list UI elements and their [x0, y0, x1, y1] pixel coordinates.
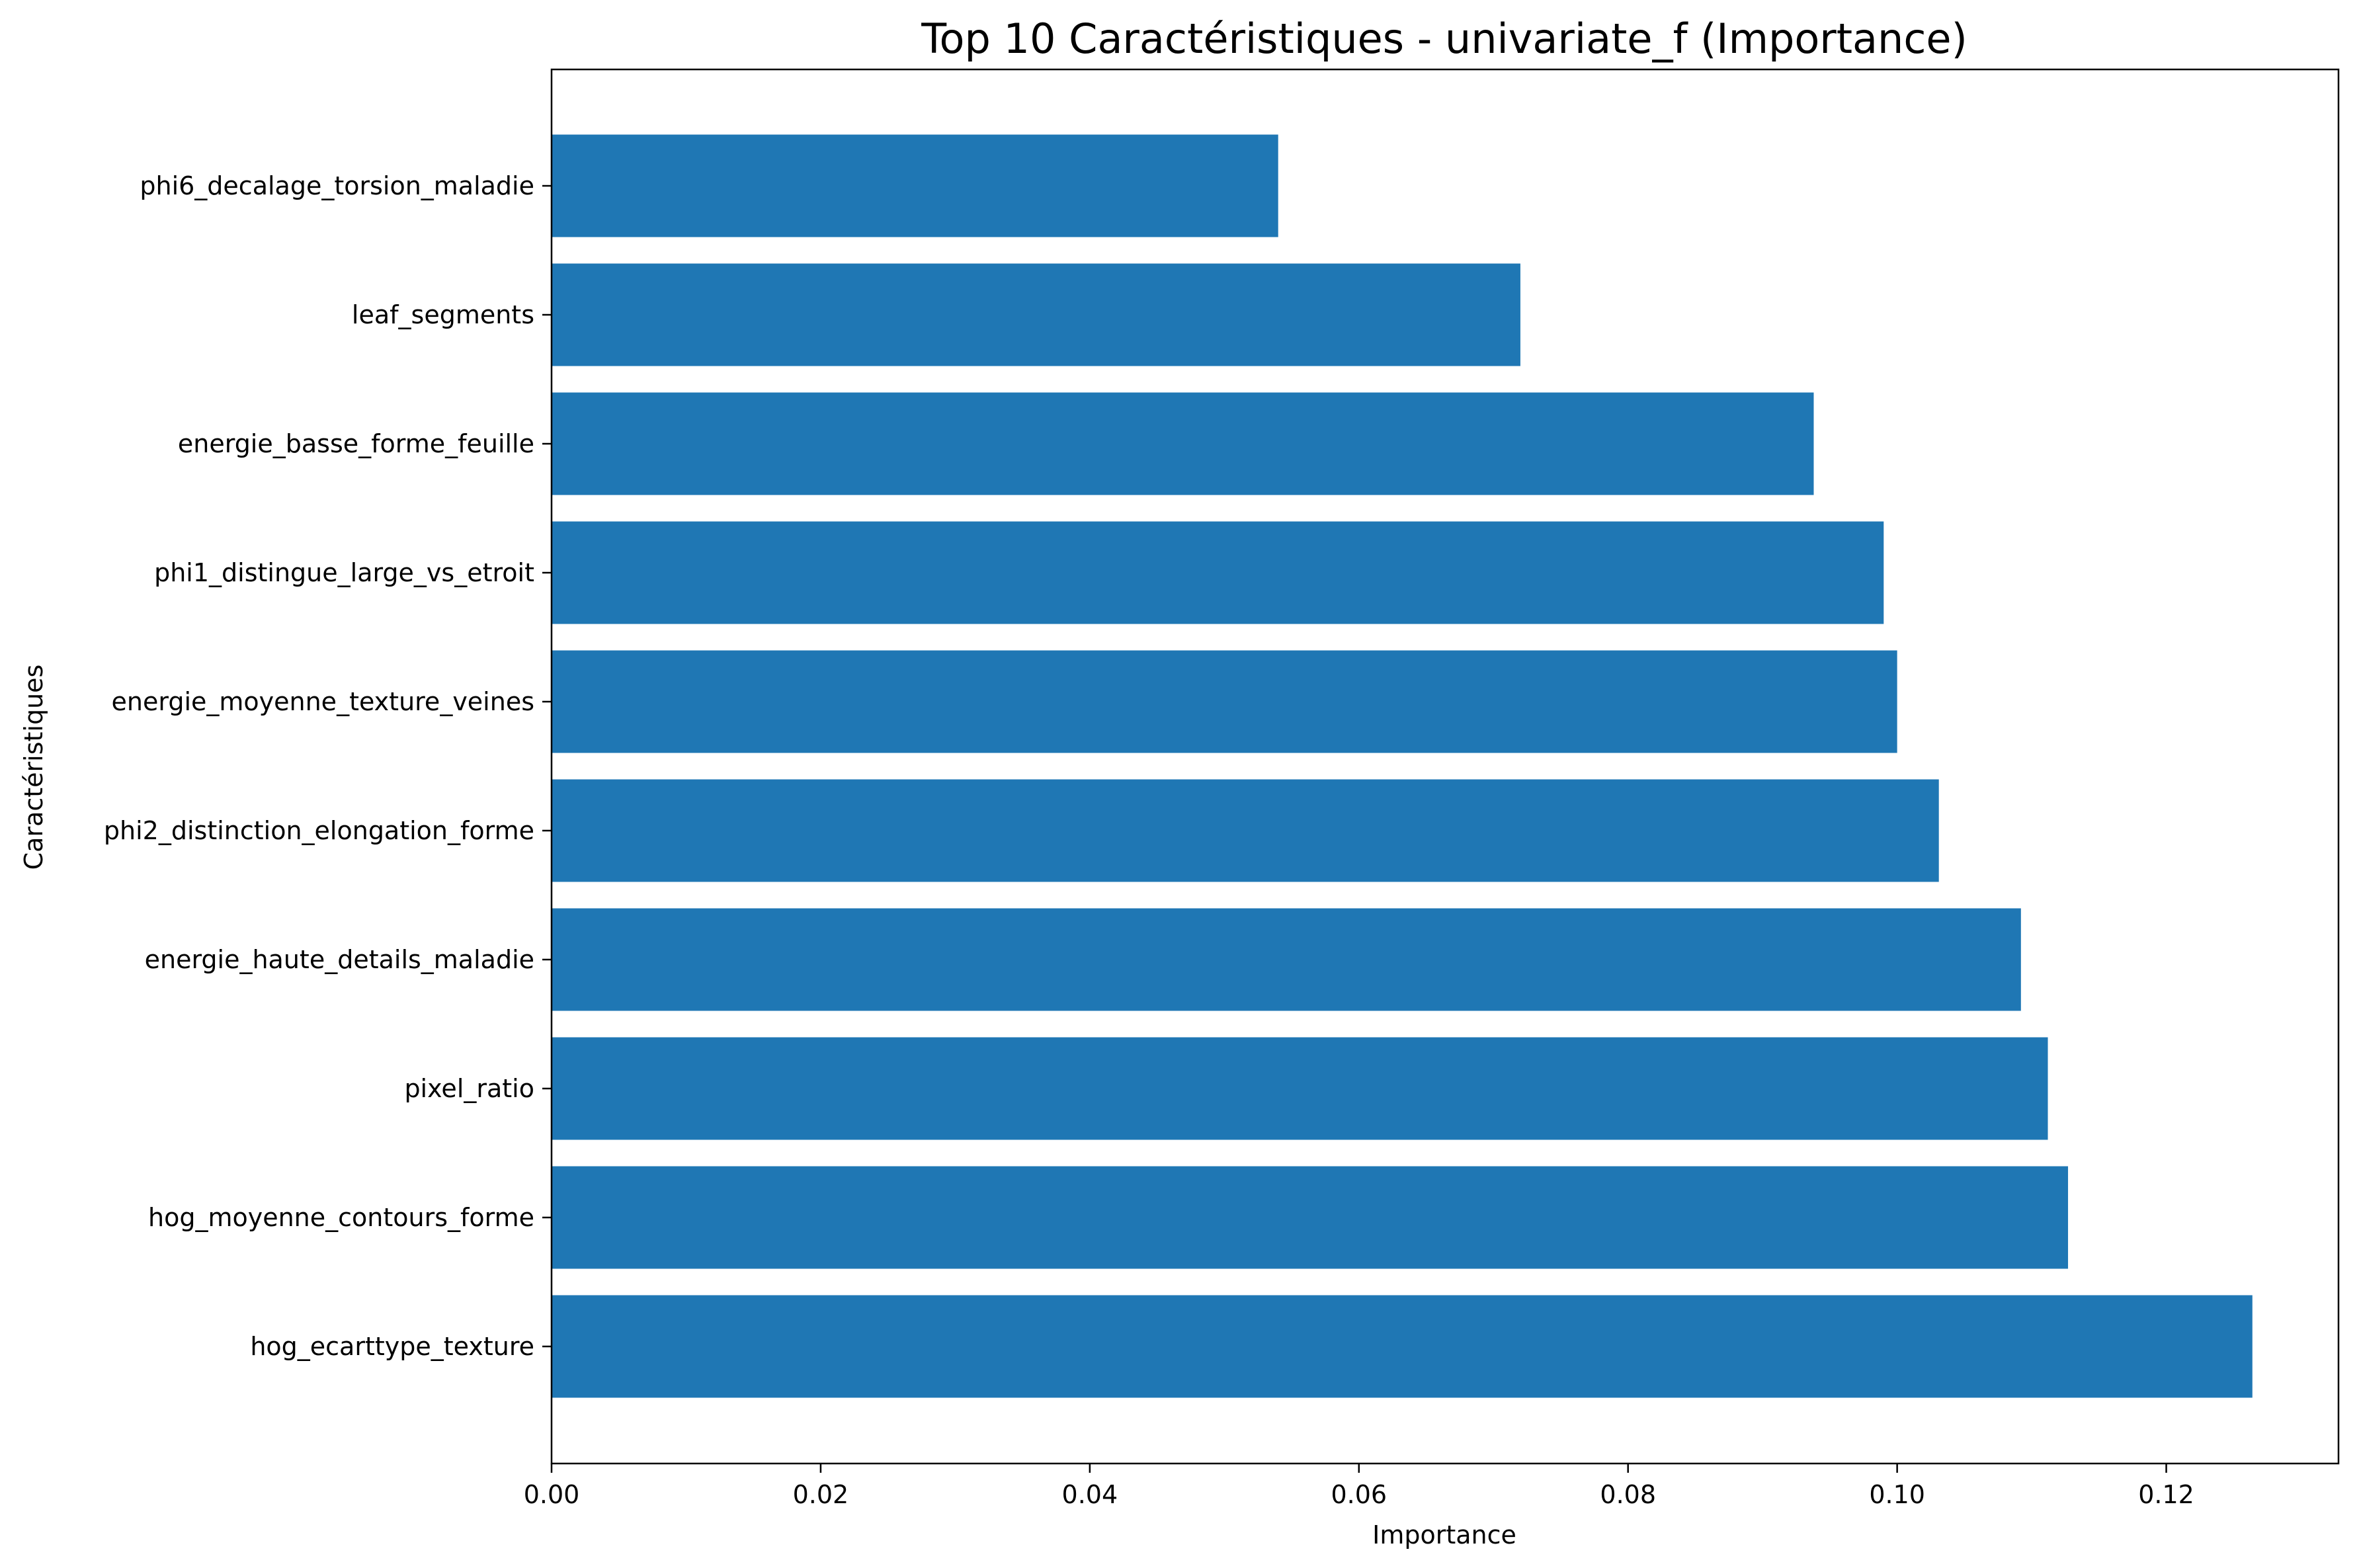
bar-hog-ecarttype-texture — [552, 1295, 2253, 1398]
bar-leaf-segments — [552, 263, 1520, 366]
x-tick-label: 0.04 — [1062, 1480, 1118, 1509]
y-tick-label: phi6_decalage_torsion_maladie — [140, 171, 534, 200]
x-tick-label: 0.02 — [793, 1480, 849, 1509]
y-tick-label: phi1_distingue_large_vs_etroit — [154, 558, 534, 587]
y-tick-label: hog_moyenne_contours_forme — [148, 1203, 534, 1232]
x-axis-label: Importance — [1372, 1520, 1516, 1549]
y-tick-label: leaf_segments — [352, 300, 534, 329]
bar-hog-moyenne-contours-forme — [552, 1166, 2069, 1269]
y-tick-label: pixel_ratio — [404, 1074, 534, 1103]
x-axis-ticks: 0.00 0.02 0.04 0.06 0.08 0.10 0.12 — [524, 1464, 2194, 1509]
bar-phi1-distingue-large-vs-etroit — [552, 521, 1884, 624]
y-axis-label: Caractéristiques — [19, 665, 48, 870]
y-tick-label: energie_moyenne_texture_veines — [112, 687, 534, 716]
bar-energie-moyenne-texture-veines — [552, 650, 1897, 753]
x-tick-label: 0.12 — [2138, 1480, 2194, 1509]
bar-phi2-distinction-elongation-forme — [552, 779, 1939, 882]
y-tick-label: phi2_distinction_elongation_forme — [104, 816, 534, 845]
bar-energie-basse-forme-feuille — [552, 392, 1814, 495]
plot-frame — [550, 68, 2340, 1465]
x-tick-label: 0.08 — [1600, 1480, 1656, 1509]
bars-group — [552, 134, 2253, 1398]
x-tick-label: 0.00 — [524, 1480, 580, 1509]
bar-pixel-ratio — [552, 1037, 2048, 1140]
x-tick-label: 0.06 — [1331, 1480, 1387, 1509]
y-axis-ticks: hog_ecarttype_texture hog_moyenne_contour… — [104, 171, 552, 1361]
chart-title: Top 10 Caractéristiques - univariate_f (… — [921, 15, 1967, 63]
x-tick-label: 0.10 — [1869, 1480, 1925, 1509]
bar-energie-haute-details-maladie — [552, 908, 2021, 1011]
y-tick-label: energie_haute_details_maladie — [145, 945, 534, 974]
y-tick-label: energie_basse_forme_feuille — [178, 429, 534, 458]
bar-phi6-decalage-torsion-maladie — [552, 134, 1278, 237]
y-tick-label: hog_ecarttype_texture — [250, 1332, 534, 1361]
